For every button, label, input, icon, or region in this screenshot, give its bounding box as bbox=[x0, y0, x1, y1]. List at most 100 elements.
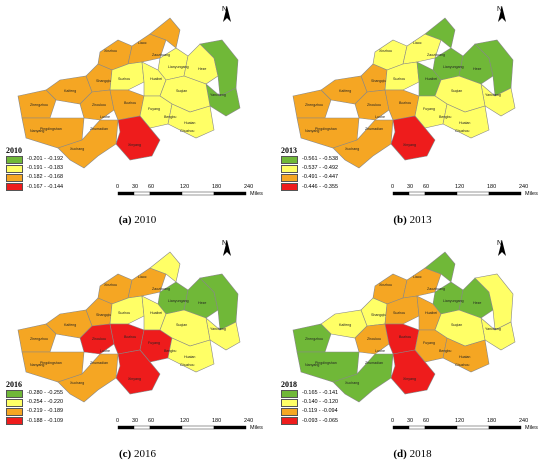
city-label: Heze bbox=[198, 67, 206, 71]
scale-tick-label: 30 bbox=[407, 184, 414, 190]
legend-label: -0.182 - -0.168 bbox=[27, 174, 64, 181]
scale-unit: Miles bbox=[525, 425, 538, 431]
city-label: Luohe bbox=[375, 115, 385, 119]
city-label: Yancheng bbox=[485, 93, 501, 97]
city-label: Pingdingshan bbox=[40, 127, 62, 131]
scale-tick-label: 180 bbox=[487, 418, 497, 424]
scale-segment bbox=[456, 191, 490, 196]
city-label: Kaifeng bbox=[339, 89, 351, 93]
legend-label: -0.119 - -0.094 bbox=[302, 408, 338, 415]
city-label: Kaifeng bbox=[64, 323, 76, 327]
city-label: Lianyungang bbox=[168, 65, 189, 69]
city-label: Zaozhuang bbox=[152, 287, 170, 291]
arrow-icon bbox=[498, 6, 506, 22]
city-label: Fuyang bbox=[148, 107, 160, 111]
map-svg: Xinzhou Liaoc Zaozhuang Lianyungang Heze Shan… bbox=[17, 17, 247, 196]
city-label: Shangqiu bbox=[96, 79, 111, 83]
city-label: Xinzhou bbox=[104, 283, 117, 287]
city-label: Xuchang bbox=[70, 381, 84, 385]
north-label: N bbox=[222, 6, 228, 13]
city-label: Suqian bbox=[451, 89, 462, 93]
scale-unit: Miles bbox=[250, 191, 263, 197]
city-label: Bengbu bbox=[439, 349, 451, 353]
city-label: Zhumadian bbox=[90, 361, 108, 365]
legend-label: -0.219 - -0.189 bbox=[27, 408, 64, 415]
city-label: Liaoc bbox=[413, 275, 422, 279]
caption-letter: (b) bbox=[393, 214, 407, 226]
legend-item: -0.167 - -0.144 bbox=[6, 183, 63, 192]
legend-item: -0.537 - -0.492 bbox=[281, 164, 338, 173]
city-label: Chuzhou bbox=[455, 129, 469, 133]
city-label: Huaian bbox=[459, 355, 470, 359]
scale-unit: Miles bbox=[250, 425, 263, 431]
legend-item: -0.093 - -0.065 bbox=[281, 417, 338, 426]
panel-caption: (d) 2018 bbox=[275, 448, 550, 460]
map-svg: Xinzhou Liaoc Zaozhuang Lianyungang Heze Shan… bbox=[292, 17, 522, 196]
legend-year: 2016 bbox=[6, 380, 22, 389]
city-label: Suzhou bbox=[393, 311, 405, 315]
legend-item: -0.188 - -0.109 bbox=[6, 417, 63, 426]
city-label: Xinzhou bbox=[379, 49, 392, 53]
city-label: Liaoc bbox=[138, 275, 147, 279]
scale-segment bbox=[408, 191, 426, 196]
legend-label: -0.167 - -0.144 bbox=[27, 183, 64, 190]
city-label: Suzhou bbox=[118, 311, 130, 315]
scale-tick-label: 30 bbox=[132, 418, 139, 424]
scale-segment bbox=[424, 425, 458, 430]
city-label: Huaibei bbox=[425, 77, 437, 81]
city-label: Fuyang bbox=[423, 341, 435, 345]
map-region-2 bbox=[424, 251, 456, 283]
legend-item: -0.280 - -0.255 bbox=[6, 389, 63, 398]
city-label: Lianyungang bbox=[443, 65, 464, 69]
map-region-16 bbox=[167, 337, 215, 373]
caption-letter: (a) bbox=[118, 214, 132, 226]
city-label: Bengbu bbox=[164, 115, 176, 119]
legend-year: 2013 bbox=[281, 146, 297, 155]
arrow-icon bbox=[498, 240, 506, 256]
legend-label: -0.191 - -0.183 bbox=[27, 165, 64, 172]
city-label: Luohe bbox=[100, 115, 110, 119]
map-region-17 bbox=[390, 349, 436, 395]
legend-swatch bbox=[281, 389, 298, 398]
city-label: Yancheng bbox=[210, 327, 226, 331]
scale-segment bbox=[149, 425, 183, 430]
legend-item: -0.561 - -0.538 bbox=[281, 155, 338, 164]
north-label: N bbox=[497, 6, 503, 13]
legend: 2016 -0.280 - -0.255 -0.254 - -0.220 -0.219… bbox=[6, 380, 63, 426]
scale-segment bbox=[488, 191, 522, 196]
legend-label: -0.561 - -0.538 bbox=[302, 156, 339, 163]
panel-caption: (b) 2013 bbox=[275, 214, 550, 226]
city-label: Yancheng bbox=[485, 327, 501, 331]
legend-swatch bbox=[281, 164, 298, 173]
legend-label: -0.201 - -0.192 bbox=[27, 156, 64, 163]
city-label: Suqian bbox=[176, 89, 187, 93]
scale-tick-label: 120 bbox=[180, 418, 190, 424]
city-label: Luohe bbox=[100, 349, 110, 353]
north-label: N bbox=[222, 240, 228, 247]
scale-unit: Miles bbox=[525, 191, 538, 197]
scale-segment bbox=[181, 425, 215, 430]
scale-tick-label: 240 bbox=[519, 418, 529, 424]
map-panel-2010: Xinzhou Liaoc Zaozhuang Lianyungang Heze Shan… bbox=[0, 0, 275, 234]
legend-swatch bbox=[281, 173, 298, 182]
scale-tick-label: 60 bbox=[148, 184, 155, 190]
legend-label: -0.140 - -0.120 bbox=[302, 399, 339, 406]
scale-bar bbox=[392, 425, 522, 430]
city-label: Kaifeng bbox=[339, 323, 351, 327]
legend-year: 2010 bbox=[6, 146, 22, 155]
legend-swatch bbox=[6, 417, 23, 426]
city-label: Nanyang bbox=[305, 129, 319, 133]
caption-year: 2016 bbox=[133, 448, 156, 460]
north-arrow-icon: N bbox=[497, 240, 506, 256]
city-label: Shangqiu bbox=[371, 313, 386, 317]
map-region-16 bbox=[167, 103, 215, 139]
city-label: Shangqiu bbox=[371, 79, 386, 83]
map-region-14 bbox=[384, 89, 420, 121]
caption-year: 2013 bbox=[409, 214, 432, 226]
legend-item: -0.140 - -0.120 bbox=[281, 398, 338, 407]
city-label: Liaoc bbox=[138, 41, 147, 45]
scale-tick-label: 0 bbox=[116, 418, 120, 424]
city-label: Heze bbox=[198, 301, 206, 305]
legend-label: -0.254 - -0.220 bbox=[27, 399, 64, 406]
city-label: Suzhou bbox=[118, 77, 130, 81]
